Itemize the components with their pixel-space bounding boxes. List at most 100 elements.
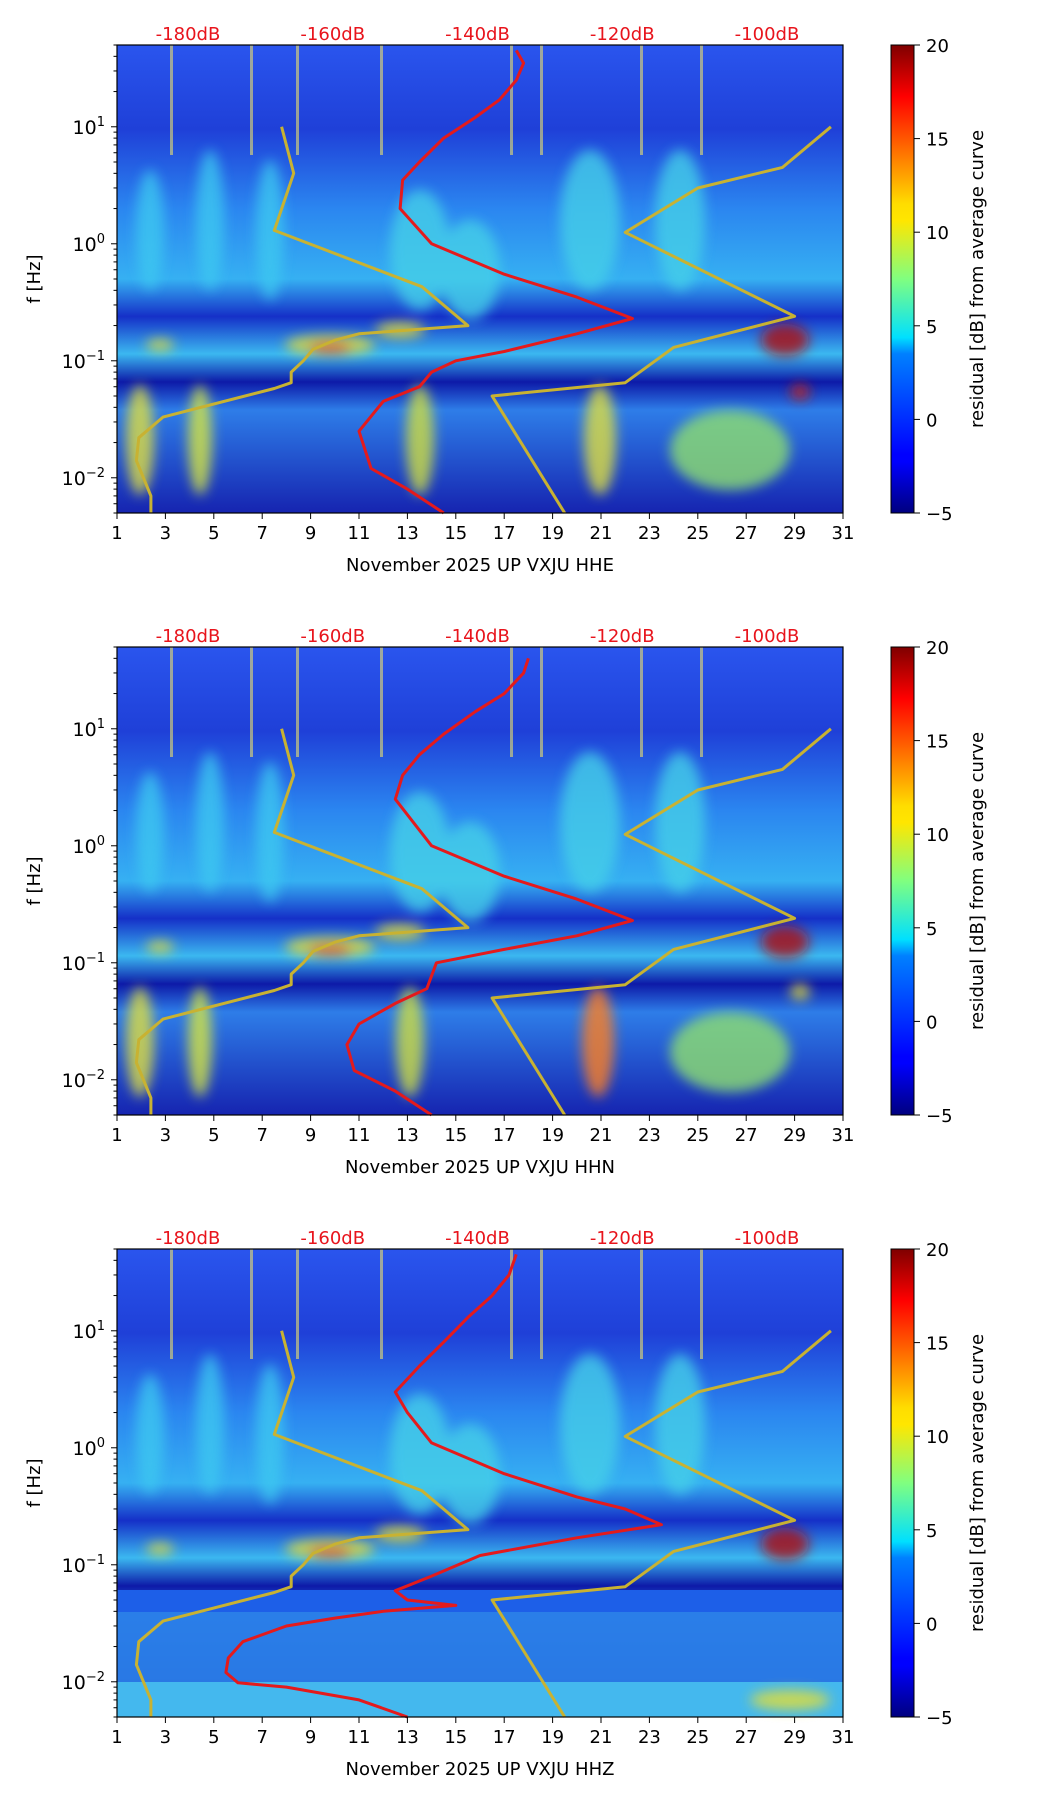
top-db-label: -160dB bbox=[300, 626, 365, 647]
colorbar-tick-label: 10 bbox=[926, 1427, 949, 1448]
colorbar-tick-label: −5 bbox=[926, 1708, 953, 1729]
y-axis: 10−2 10−1 100 101 bbox=[62, 646, 117, 1116]
x-tick-label: 21 bbox=[590, 1125, 613, 1146]
colorbar-tick-label: 0 bbox=[926, 410, 937, 431]
top-db-label: -140dB bbox=[445, 1228, 510, 1249]
x-tick-label: 13 bbox=[396, 1727, 419, 1748]
x-tick-label: 5 bbox=[208, 523, 219, 544]
top-db-label: -120dB bbox=[590, 626, 655, 647]
x-tick-label: 29 bbox=[783, 523, 806, 544]
x-axis-label: November 2025 UP VXJU HHE bbox=[346, 555, 614, 576]
top-db-label: -180dB bbox=[156, 626, 221, 647]
y-tick-label: 10−2 bbox=[62, 466, 105, 490]
colorbar-label: residual [dB] from average curve bbox=[967, 732, 988, 1030]
x-tick-label: 19 bbox=[541, 1125, 564, 1146]
spectrogram-image bbox=[117, 1249, 843, 1717]
y-axis-label: f [Hz] bbox=[24, 1458, 45, 1507]
x-tick-label: 9 bbox=[305, 523, 316, 544]
colorbar-tick-label: 20 bbox=[926, 36, 949, 57]
top-db-label: -120dB bbox=[590, 24, 655, 45]
colorbar-tick-label: 15 bbox=[926, 130, 949, 151]
median-PSD-curve bbox=[345, 657, 634, 1117]
x-tick-label: 19 bbox=[541, 1727, 564, 1748]
x-tick-label: 29 bbox=[783, 1125, 806, 1146]
x-tick-label: 15 bbox=[444, 523, 467, 544]
top-db-label: -100dB bbox=[735, 1228, 800, 1249]
y-tick-label: 10−2 bbox=[62, 1068, 105, 1092]
y-tick-label: 101 bbox=[73, 115, 105, 139]
colorbar: 20 15 10 5 0 −5 residual [dB] from average cu… bbox=[890, 36, 988, 525]
x-tick-label: 3 bbox=[160, 1125, 171, 1146]
x-tick-label: 29 bbox=[783, 1727, 806, 1748]
top-db-labels: -180dB -160dB -140dB -120dB -100dB bbox=[156, 626, 800, 647]
y-tick-label: 100 bbox=[73, 1436, 105, 1460]
top-db-label: -120dB bbox=[590, 1228, 655, 1249]
x-tick-label: 1 bbox=[111, 1125, 122, 1146]
low-noise-model-curve bbox=[134, 728, 470, 1115]
x-tick-label: 9 bbox=[305, 1727, 316, 1748]
median-PSD-curve bbox=[224, 1253, 663, 1719]
high-noise-model-curve bbox=[490, 1329, 832, 1718]
colorbar-tick-label: 5 bbox=[926, 317, 937, 338]
top-db-label: -140dB bbox=[445, 626, 510, 647]
y-axis: 10−2 10−1 100 101 bbox=[62, 44, 117, 514]
low-noise-model-curve bbox=[134, 126, 470, 513]
colorbar-tick-label: 20 bbox=[926, 1240, 949, 1261]
panel-hhe: 1 3 5 7 9 11 13 15 17 19 21 23 25 27 29 31 10−210−11001… bbox=[24, 24, 988, 576]
x-tick-label: 21 bbox=[590, 523, 613, 544]
x-tick-label: 13 bbox=[396, 523, 419, 544]
spectrogram-image bbox=[117, 647, 843, 1115]
y-tick-label: 101 bbox=[73, 717, 105, 741]
colorbar-tick-label: 15 bbox=[926, 1334, 949, 1355]
x-tick-label: 23 bbox=[638, 1125, 661, 1146]
x-tick-label: 3 bbox=[160, 1727, 171, 1748]
top-db-label: -180dB bbox=[156, 24, 221, 45]
y-axis-label: f [Hz] bbox=[24, 856, 45, 905]
x-axis: 1 3 5 7 9 11 13 15 17 19 21 23 25 27 29 31 bbox=[111, 513, 854, 544]
top-db-labels: -180dB -160dB -140dB -120dB -100dB bbox=[156, 1228, 800, 1249]
high-noise-model-curve bbox=[490, 727, 832, 1116]
curves bbox=[134, 657, 832, 1117]
colorbar-tick-label: 20 bbox=[926, 638, 949, 659]
median-PSD-curve bbox=[357, 49, 634, 515]
x-tick-label: 31 bbox=[832, 523, 855, 544]
colorbar-tick-label: 10 bbox=[926, 223, 949, 244]
y-tick-label: 10−1 bbox=[62, 349, 105, 373]
x-tick-label: 17 bbox=[493, 523, 516, 544]
y-tick-label: 10−2 bbox=[62, 1670, 105, 1694]
top-db-label: -160dB bbox=[300, 1228, 365, 1249]
x-tick-label: 31 bbox=[832, 1727, 855, 1748]
x-tick-label: 25 bbox=[686, 1125, 709, 1146]
top-db-label: -160dB bbox=[300, 24, 365, 45]
y-axis-label: f [Hz] bbox=[24, 254, 45, 303]
y-tick-label: 10−1 bbox=[62, 1553, 105, 1577]
x-axis-label: November 2025 UP VXJU HHN bbox=[345, 1157, 615, 1178]
x-tick-label: 15 bbox=[444, 1125, 467, 1146]
colorbar-tick-label: 10 bbox=[926, 825, 949, 846]
x-tick-label: 13 bbox=[396, 1125, 419, 1146]
x-tick-label: 7 bbox=[256, 1727, 267, 1748]
x-axis: 1 3 5 7 9 11 13 15 17 19 21 23 25 27 29 31 bbox=[111, 1115, 854, 1146]
curves bbox=[134, 1253, 832, 1719]
x-tick-label: 19 bbox=[541, 523, 564, 544]
x-tick-label: 31 bbox=[832, 1125, 855, 1146]
x-tick-label: 11 bbox=[348, 523, 371, 544]
high-noise-model-curve bbox=[490, 125, 832, 514]
colorbar-tick-label: 0 bbox=[926, 1012, 937, 1033]
x-tick-label: 17 bbox=[493, 1125, 516, 1146]
x-tick-label: 1 bbox=[111, 1727, 122, 1748]
x-tick-label: 23 bbox=[638, 1727, 661, 1748]
low-noise-model-curve bbox=[134, 1330, 470, 1717]
x-tick-label: 1 bbox=[111, 523, 122, 544]
y-tick-label: 10−1 bbox=[62, 951, 105, 975]
x-axis-label: November 2025 UP VXJU HHZ bbox=[346, 1759, 615, 1780]
colorbar-tick-label: 0 bbox=[926, 1614, 937, 1635]
colorbar-label: residual [dB] from average curve bbox=[967, 130, 988, 428]
y-tick-label: 101 bbox=[73, 1319, 105, 1343]
y-tick-label: 100 bbox=[73, 834, 105, 858]
x-tick-label: 17 bbox=[493, 1727, 516, 1748]
colorbar-tick-label: −5 bbox=[926, 504, 953, 525]
x-tick-label: 25 bbox=[686, 523, 709, 544]
top-db-label: -140dB bbox=[445, 24, 510, 45]
